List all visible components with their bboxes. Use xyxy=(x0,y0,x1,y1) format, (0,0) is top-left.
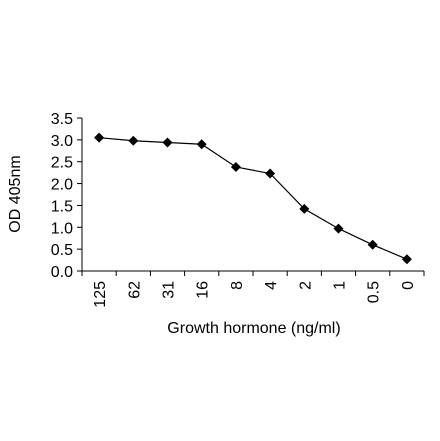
data-point xyxy=(367,239,378,250)
x-axis-label: Growth hormone (ng/ml) xyxy=(167,320,340,337)
data-point xyxy=(94,132,105,143)
series-line xyxy=(99,137,408,260)
x-tick-label: 2 xyxy=(297,281,314,290)
y-tick-label: 2.5 xyxy=(51,155,73,172)
x-tick-label: 0.5 xyxy=(366,281,383,303)
y-tick-label: 1.5 xyxy=(51,198,73,215)
x-tick-label: 125 xyxy=(92,281,109,308)
y-tick-label: 0.0 xyxy=(51,264,73,281)
x-axis-ticks: 125 62 31 16 8 4 2 1 0.5 0 xyxy=(81,271,425,308)
x-tick-label: 1 xyxy=(332,281,349,290)
data-point xyxy=(333,223,344,234)
x-tick-label: 16 xyxy=(195,281,212,299)
series xyxy=(94,132,412,265)
data-point xyxy=(265,168,276,179)
x-tick-label: 0 xyxy=(400,281,417,290)
x-tick-label: 31 xyxy=(161,281,178,299)
y-tick-label: 3.0 xyxy=(51,133,73,150)
data-point xyxy=(196,139,207,150)
y-tick-label: 0.5 xyxy=(51,242,73,259)
x-tick-label: 4 xyxy=(263,281,280,290)
data-point xyxy=(162,137,173,148)
data-point xyxy=(128,135,139,146)
y-tick-label: 2.0 xyxy=(51,177,73,194)
data-point xyxy=(299,203,310,214)
x-tick-label: 8 xyxy=(229,281,246,290)
y-tick-label: 3.5 xyxy=(51,111,73,128)
y-tick-label: 1.0 xyxy=(51,220,73,237)
data-point xyxy=(401,254,412,265)
data-point xyxy=(230,161,241,172)
y-axis-ticks: 0.0 0.5 1.0 1.5 2.0 2.5 3.0 3.5 xyxy=(51,111,82,281)
x-tick-label: 62 xyxy=(126,281,143,299)
y-axis-label: OD 405nm xyxy=(7,155,24,232)
